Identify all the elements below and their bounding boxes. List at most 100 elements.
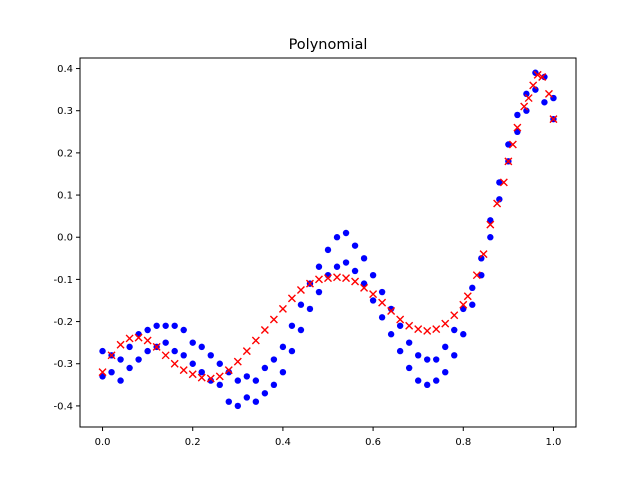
data-point xyxy=(180,326,187,334)
fit-point xyxy=(333,273,342,282)
fit-point xyxy=(479,250,488,259)
data-point xyxy=(460,331,467,338)
fit-point xyxy=(287,294,296,303)
data-point xyxy=(189,339,196,346)
data-point xyxy=(351,267,359,275)
data-point xyxy=(135,356,142,363)
data-point xyxy=(162,339,169,346)
data-point xyxy=(487,234,494,241)
data-point xyxy=(261,390,269,397)
data-point xyxy=(279,368,287,376)
data-point xyxy=(351,242,359,249)
fit-point xyxy=(260,326,269,335)
fit-point xyxy=(549,115,558,124)
data-point xyxy=(252,377,260,384)
data-point xyxy=(243,394,251,401)
data-point xyxy=(469,284,476,292)
data-point xyxy=(387,331,395,338)
fit-point xyxy=(278,304,287,313)
data-point xyxy=(324,246,332,254)
data-point xyxy=(496,196,503,203)
data-point xyxy=(442,368,449,376)
x-tick-label: 0.4 xyxy=(275,437,291,448)
x-tick-label: 0.2 xyxy=(185,437,201,448)
fit-point xyxy=(486,220,495,229)
data-point xyxy=(433,377,440,384)
data-point xyxy=(424,356,431,363)
data-point xyxy=(333,263,341,270)
series-polynomial-fit xyxy=(98,70,558,383)
data-point xyxy=(225,368,232,376)
fit-point xyxy=(296,285,305,294)
fit-point xyxy=(493,199,502,208)
fit-point xyxy=(215,372,224,381)
data-point xyxy=(207,352,214,359)
y-tick-label: 0.2 xyxy=(57,148,73,159)
fit-point xyxy=(459,300,468,309)
data-point xyxy=(198,343,205,351)
chart-title: Polynomial xyxy=(289,37,368,53)
data-point xyxy=(144,347,151,355)
data-point xyxy=(478,271,485,279)
fit-point xyxy=(152,342,161,351)
data-point xyxy=(451,352,458,359)
fit-point xyxy=(116,340,125,349)
data-point xyxy=(207,377,214,384)
data-point xyxy=(135,331,142,338)
data-point xyxy=(297,326,305,334)
data-point xyxy=(523,90,530,98)
y-tick-label: -0.4 xyxy=(53,401,73,412)
y-tick-label: 0.4 xyxy=(57,64,73,75)
data-point xyxy=(424,381,431,389)
data-point xyxy=(496,179,503,186)
fit-point xyxy=(242,347,251,356)
fit-point xyxy=(414,325,423,334)
y-tick-label: 0.0 xyxy=(57,233,73,244)
data-point xyxy=(162,322,169,329)
fit-point xyxy=(472,271,481,280)
data-point xyxy=(117,356,124,363)
data-point xyxy=(288,347,296,355)
data-point xyxy=(270,381,278,389)
fit-point xyxy=(504,157,513,166)
fit-point xyxy=(206,374,215,383)
fit-point xyxy=(314,275,323,284)
data-point xyxy=(189,360,196,367)
data-point xyxy=(297,301,305,308)
data-point xyxy=(387,305,395,313)
fit-point xyxy=(538,72,547,81)
data-point xyxy=(514,111,521,119)
fit-point xyxy=(161,351,170,360)
fit-point xyxy=(107,351,116,360)
data-point xyxy=(478,255,485,262)
y-tick-label: -0.1 xyxy=(53,275,73,286)
data-point xyxy=(180,352,187,359)
fit-point xyxy=(170,359,179,368)
y-tick-label: -0.3 xyxy=(53,359,73,370)
fit-point xyxy=(405,321,414,330)
data-point xyxy=(270,356,278,363)
x-tick-label: 0.6 xyxy=(365,437,381,448)
fit-point xyxy=(342,274,351,283)
fit-point xyxy=(533,70,542,79)
x-tick-label: 0.0 xyxy=(95,437,111,448)
fit-point xyxy=(188,370,197,379)
fit-point xyxy=(134,333,143,342)
data-point xyxy=(126,364,133,372)
fit-point xyxy=(463,292,472,301)
data-point xyxy=(333,234,341,241)
fit-point xyxy=(513,123,522,132)
data-point xyxy=(396,322,404,329)
fit-point xyxy=(387,307,396,316)
fit-point xyxy=(529,81,538,90)
data-point xyxy=(144,326,151,334)
data-point xyxy=(99,347,106,355)
fit-point xyxy=(233,357,242,366)
y-tick-label: -0.2 xyxy=(53,317,73,328)
data-point xyxy=(216,381,223,389)
fit-point xyxy=(450,311,459,320)
data-point xyxy=(469,301,476,308)
data-point xyxy=(405,364,413,372)
